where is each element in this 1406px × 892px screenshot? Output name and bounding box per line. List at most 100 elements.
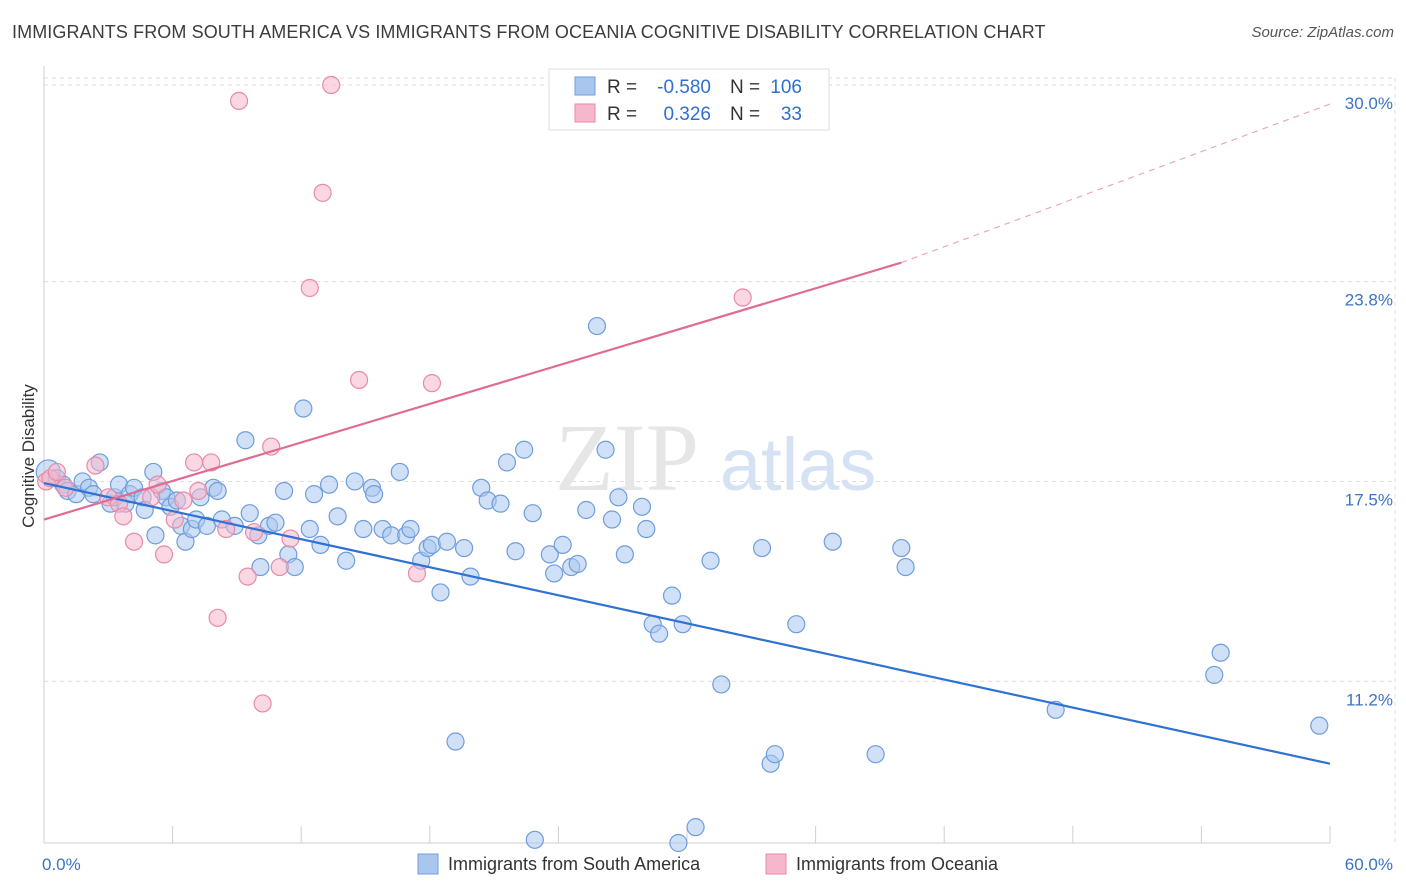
- legend-n-label-2: N =: [730, 104, 760, 125]
- point-south-america-60: [422, 535, 442, 554]
- y-tick-labels: 11.2% 17.5% 23.8% 30.0%: [1345, 94, 1393, 709]
- point-oceania-13: [174, 491, 193, 510]
- point-south-america-104: [1205, 665, 1224, 685]
- bottom-legend-swatch-blue: [417, 853, 439, 875]
- point-south-america-93: [701, 551, 720, 570]
- point-south-america-46: [319, 475, 339, 494]
- legend-swatch-pink: [574, 103, 596, 123]
- y-tick-label-2: 23.8%: [1345, 291, 1393, 310]
- point-south-america-101: [892, 538, 911, 558]
- point-oceania-11: [154, 545, 174, 564]
- legend-n-label-1: N =: [730, 77, 760, 98]
- point-oceania-14: [184, 453, 204, 472]
- point-south-america-36: [251, 557, 270, 577]
- point-oceania-24: [270, 557, 289, 577]
- legend-r-value-2: 0.326: [663, 104, 711, 125]
- point-south-america-83: [609, 488, 628, 507]
- point-south-america-79: [577, 500, 596, 520]
- point-south-america-75: [545, 564, 564, 583]
- bottom-legend-label-blue: Immigrants from South America: [448, 854, 701, 874]
- chart-source: Source: ZipAtlas.com: [1251, 24, 1394, 41]
- trend-lines: [43, 103, 1331, 765]
- legend-n-value-1: 106: [770, 77, 802, 98]
- point-south-america-42: [294, 399, 313, 418]
- point-oceania-15: [189, 481, 208, 501]
- point-south-america-84: [615, 545, 634, 564]
- legend-n-value-2: 33: [781, 104, 802, 125]
- point-south-america-39: [274, 481, 294, 501]
- point-south-america-63: [446, 732, 465, 751]
- point-south-america-106: [1310, 716, 1329, 735]
- point-oceania-7: [114, 507, 133, 526]
- y-tick-label-0: 11.2%: [1346, 690, 1393, 709]
- point-oceania-27: [313, 183, 332, 202]
- point-south-america-99: [823, 532, 842, 551]
- point-south-america-72: [523, 504, 542, 523]
- point-south-america-44: [304, 485, 324, 504]
- point-oceania-17: [208, 608, 227, 627]
- point-south-america-50: [354, 519, 373, 539]
- point-south-america-71: [515, 440, 534, 459]
- point-south-america-81: [596, 440, 615, 459]
- point-south-america-94: [712, 675, 731, 694]
- point-oceania-2: [47, 462, 66, 482]
- point-south-america-70: [506, 542, 525, 561]
- point-south-america-69: [497, 453, 517, 472]
- point-south-america-57: [401, 519, 420, 539]
- x-tick-labels: 0.0% 60.0%: [42, 855, 1393, 874]
- point-south-america-88: [650, 624, 669, 643]
- point-oceania-31: [422, 374, 442, 393]
- point-south-america-92: [686, 818, 705, 837]
- point-south-america-102: [896, 557, 915, 577]
- legend-box: [548, 68, 830, 131]
- point-oceania-22: [253, 694, 272, 713]
- y-tick-label-3: 30.0%: [1345, 94, 1393, 113]
- point-south-america-98: [787, 615, 806, 634]
- legend-r-label-2: R =: [607, 104, 637, 125]
- legend: R = -0.580 N = 106 R = 0.326 N = 33: [548, 68, 830, 131]
- point-south-america-43: [300, 519, 319, 539]
- point-south-america-74: [540, 545, 559, 564]
- point-south-america-47: [328, 507, 347, 526]
- x-ticks: [43, 826, 1331, 843]
- point-south-america-78: [568, 554, 587, 574]
- point-south-america-48: [337, 551, 356, 570]
- point-oceania-16: [202, 453, 221, 472]
- trend-line-oceania-extension: [901, 103, 1331, 264]
- point-oceania-20: [238, 567, 257, 586]
- watermark-atlas: atlas: [720, 423, 876, 506]
- legend-r-value-1: -0.580: [657, 77, 711, 98]
- point-south-america-62: [437, 532, 457, 551]
- bottom-legend-swatch-pink: [765, 853, 787, 875]
- point-south-america-34: [240, 504, 259, 523]
- legend-swatch-blue: [574, 76, 596, 96]
- point-south-america-73: [525, 830, 544, 849]
- series-south-america: [35, 316, 1329, 853]
- point-south-america-89: [662, 586, 682, 605]
- point-south-america-38: [266, 513, 285, 532]
- point-south-america-64: [454, 538, 474, 558]
- legend-r-label-1: R =: [607, 77, 637, 98]
- point-oceania-19: [229, 91, 249, 110]
- point-oceania-32: [733, 288, 752, 307]
- bottom-legend: Immigrants from South America Immigrants…: [417, 853, 999, 875]
- point-oceania-28: [322, 75, 341, 95]
- trend-line-oceania: [43, 261, 902, 521]
- chart-title: IMMIGRANTS FROM SOUTH AMERICA VS IMMIGRA…: [12, 22, 1046, 42]
- point-oceania-26: [300, 278, 319, 298]
- point-south-america-86: [637, 519, 656, 539]
- point-south-america-61: [431, 583, 450, 602]
- point-oceania-8: [124, 532, 144, 551]
- point-south-america-52: [364, 485, 384, 504]
- point-south-america-85: [632, 497, 652, 516]
- point-south-america-76: [553, 535, 572, 554]
- point-south-america-100: [866, 745, 885, 764]
- y-tick-label-1: 17.5%: [1345, 490, 1393, 509]
- point-south-america-80: [587, 316, 607, 336]
- point-south-america-33: [236, 431, 255, 450]
- x-tick-label-0: 0.0%: [42, 855, 81, 874]
- trend-line-south-america: [43, 481, 1331, 765]
- point-oceania-30: [407, 564, 427, 583]
- bottom-legend-label-pink: Immigrants from Oceania: [796, 854, 999, 874]
